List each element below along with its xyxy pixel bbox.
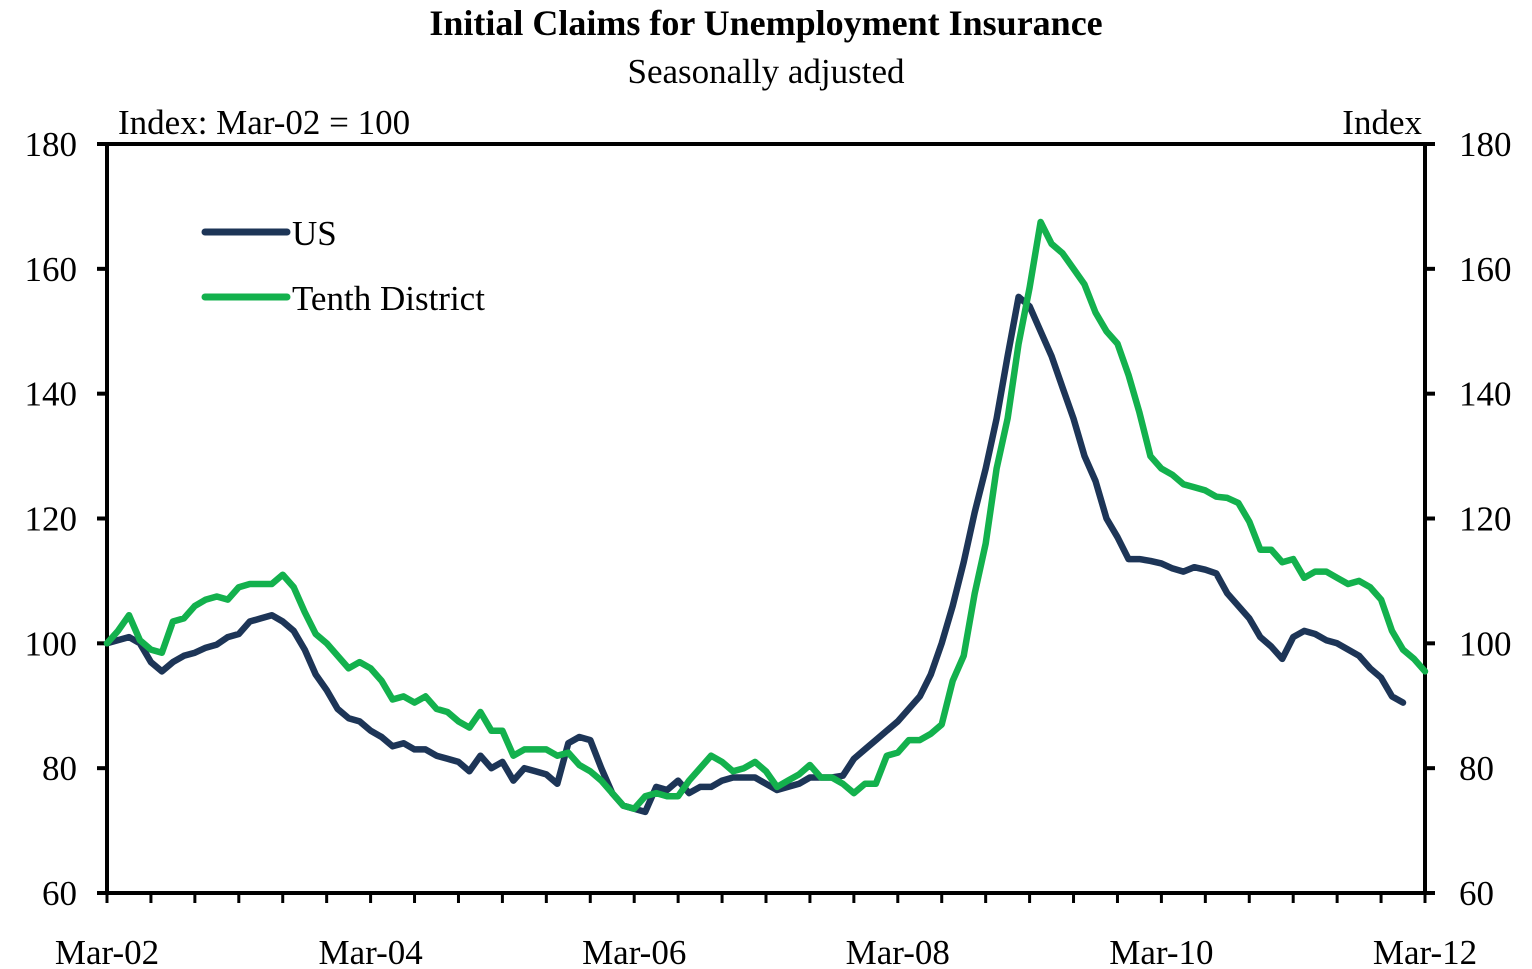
y-tick-label-right: 60 [1459, 874, 1494, 913]
y-tick-label-right: 160 [1459, 250, 1512, 289]
x-tick-label: Mar-10 [1109, 933, 1213, 969]
x-tick-label: Mar-02 [55, 933, 159, 969]
x-ticks: Mar-02 Mar-04 Mar-06 Mar-08 Mar-10 Mar-12 [55, 893, 1477, 969]
y-tick-label-right: 180 [1459, 125, 1512, 164]
y-tick-label-left: 140 [25, 375, 78, 414]
chart-subtitle: Seasonally adjusted [627, 52, 905, 91]
y-tick-label-right: 140 [1459, 375, 1512, 414]
y-tick-label-left: 80 [42, 749, 77, 788]
x-tick-label: Mar-04 [318, 933, 422, 969]
series-line-us [103, 293, 1407, 816]
chart-title: Initial Claims for Unemployment Insuranc… [429, 3, 1103, 43]
y-tick-label-left: 60 [42, 874, 77, 913]
y-tick-label-right: 80 [1459, 749, 1494, 788]
y-tick-label-left: 160 [25, 250, 78, 289]
y-tick-label-left: 100 [25, 624, 78, 663]
y-axis-title-right: Index [1342, 103, 1422, 142]
y-tick-label-left: 180 [25, 125, 78, 164]
x-tick-label: Mar-12 [1373, 933, 1477, 969]
legend-label-us: US [292, 214, 337, 253]
x-tick-label: Mar-08 [846, 933, 950, 969]
y-tick-label-left: 120 [25, 500, 78, 539]
y-axis-title-left: Index: Mar-02 = 100 [118, 103, 410, 142]
legend: US Tenth District [201, 214, 485, 318]
series-lines [103, 218, 1429, 816]
x-tick-label: Mar-06 [582, 933, 686, 969]
legend-label-tenth-district: Tenth District [292, 279, 485, 318]
y-ticks: 60 60 80 80 100 100 120 120 140 140 160 160 180 180 [25, 125, 1512, 913]
y-tick-label-right: 120 [1459, 500, 1512, 539]
y-tick-label-right: 100 [1459, 624, 1512, 663]
series-line-tenth-district [103, 218, 1429, 812]
